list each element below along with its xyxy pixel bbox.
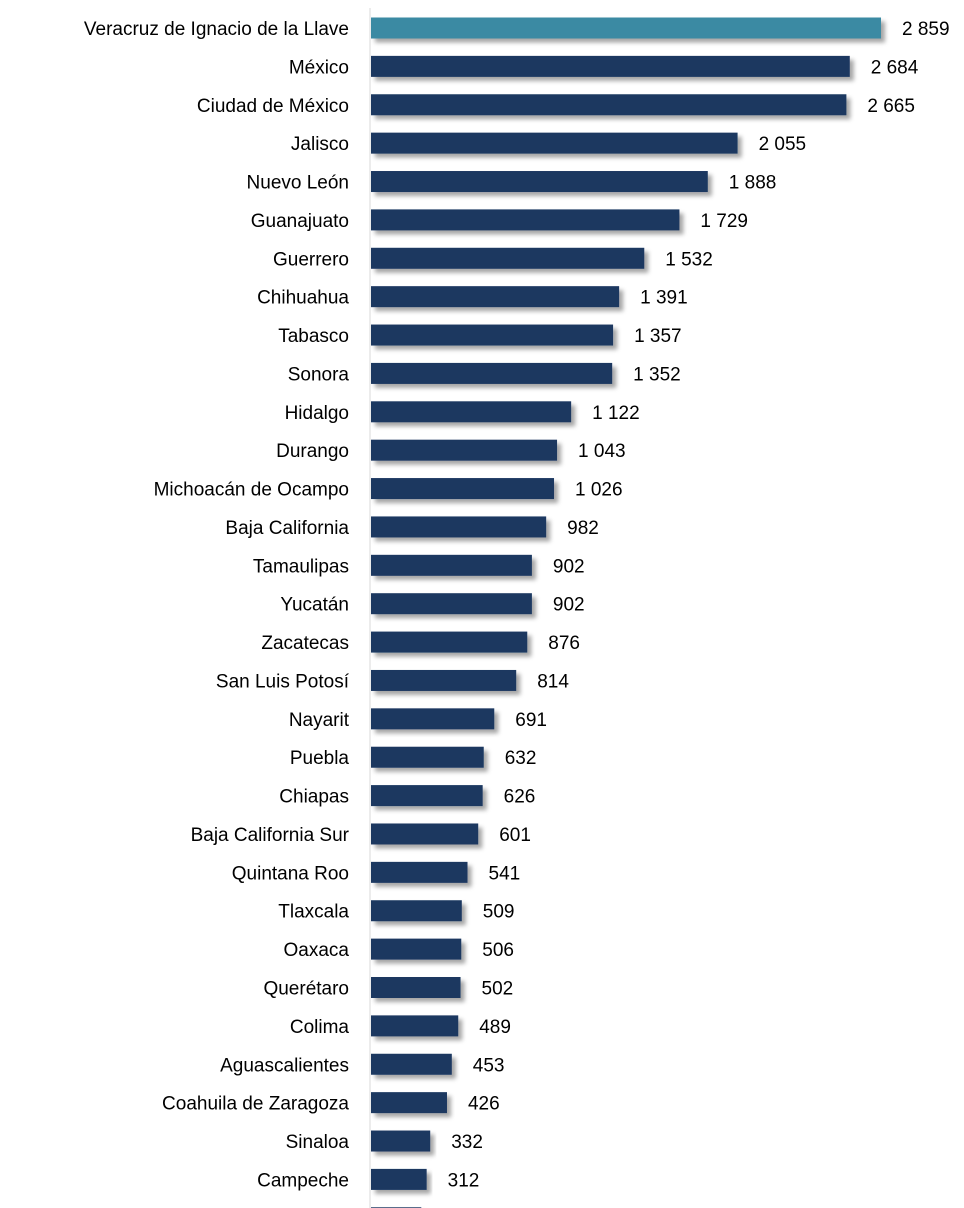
bar <box>371 132 738 154</box>
bar <box>371 1092 447 1114</box>
category-label: Durango <box>276 441 349 462</box>
value-label: 312 <box>448 1170 480 1191</box>
value-label: 1 729 <box>700 211 748 232</box>
category-label: Nuevo León <box>247 173 349 194</box>
value-label: 691 <box>515 710 547 731</box>
category-label: Aguascalientes <box>220 1055 349 1076</box>
bar <box>371 478 555 500</box>
category-label: Oaxaca <box>284 940 350 961</box>
category-label: Yucatán <box>280 595 349 616</box>
category-label: Colima <box>290 1017 350 1038</box>
category-label: Quintana Roo <box>232 863 349 884</box>
category-label: Jalisco <box>291 134 349 155</box>
value-label: 632 <box>505 748 537 769</box>
bar <box>371 861 468 883</box>
bar <box>371 1168 427 1190</box>
bar <box>371 823 479 845</box>
category-label: Querétaro <box>263 979 349 1000</box>
value-labels-group: 2 859 2 684 2 665 2 055 1 888 1 729 1 532 1 391… <box>448 19 950 1191</box>
bar <box>371 401 572 423</box>
value-label: 601 <box>499 825 531 846</box>
value-label: 1 532 <box>665 249 713 270</box>
bar <box>371 439 558 461</box>
bar <box>371 247 645 269</box>
bar <box>371 977 461 998</box>
value-label: 814 <box>537 671 569 692</box>
category-label: Hidalgo <box>285 403 349 424</box>
bar <box>371 286 620 308</box>
bar <box>371 516 547 538</box>
bar <box>371 900 462 922</box>
bars-group <box>371 17 881 1208</box>
category-label: México <box>289 57 349 78</box>
bar <box>371 209 680 231</box>
value-label: 332 <box>451 1132 483 1153</box>
value-label: 1 357 <box>634 326 682 347</box>
value-label: 1 888 <box>729 173 777 194</box>
value-label: 2 055 <box>759 134 807 155</box>
bar <box>371 746 484 768</box>
category-label: Chiapas <box>279 787 349 808</box>
value-label: 509 <box>483 902 515 923</box>
category-label: Puebla <box>290 748 350 769</box>
category-label: Chihuahua <box>257 288 349 309</box>
value-label: 1 391 <box>640 288 688 309</box>
value-label: 506 <box>482 940 514 961</box>
category-label: Coahuila de Zaragoza <box>162 1094 349 1115</box>
value-label: 541 <box>489 863 521 884</box>
bar <box>371 1015 459 1037</box>
value-label: 426 <box>468 1094 500 1115</box>
category-label: Campeche <box>257 1170 349 1191</box>
value-label: 1 026 <box>575 480 623 501</box>
category-label: Baja California <box>225 518 349 539</box>
value-label: 502 <box>482 979 514 1000</box>
category-label: Tlaxcala <box>278 902 349 923</box>
category-label: Sinaloa <box>286 1132 350 1153</box>
value-label: 902 <box>553 556 585 577</box>
category-label: Zacatecas <box>261 633 349 654</box>
category-label: Tabasco <box>278 326 349 347</box>
category-label: Veracruz de Ignacio de la Llave <box>84 19 349 40</box>
value-label: 626 <box>504 787 536 808</box>
bar <box>371 938 462 960</box>
category-label: Sonora <box>288 364 350 385</box>
bar <box>371 324 614 346</box>
category-label: Nayarit <box>289 710 350 731</box>
category-label: Guerrero <box>273 249 349 270</box>
value-label: 489 <box>479 1017 511 1038</box>
bar <box>371 55 850 77</box>
bar <box>371 1130 431 1152</box>
category-label: Baja California Sur <box>191 825 350 846</box>
value-label: 2 859 <box>902 19 950 40</box>
bar <box>371 708 495 730</box>
category-label: Michoacán de Ocampo <box>154 480 349 501</box>
value-label: 2 684 <box>871 57 919 78</box>
category-labels-group: Veracruz de Ignacio de la Llave México Ciu… <box>84 19 350 1191</box>
category-label: Ciudad de México <box>197 96 349 117</box>
bar <box>371 785 483 807</box>
bar <box>371 17 881 39</box>
value-label: 1 122 <box>592 403 640 424</box>
bar <box>371 554 532 576</box>
category-label: San Luis Potosí <box>216 671 350 692</box>
bar <box>371 94 847 116</box>
value-label: 2 665 <box>867 96 915 117</box>
bar <box>371 362 613 384</box>
bar <box>371 171 708 193</box>
bar <box>371 669 517 691</box>
value-label: 982 <box>567 518 599 539</box>
bar <box>371 1053 452 1075</box>
value-label: 1 043 <box>578 441 626 462</box>
value-label: 902 <box>553 595 585 616</box>
bar <box>371 631 528 653</box>
value-label: 453 <box>473 1055 505 1076</box>
bar <box>371 593 532 615</box>
value-label: 1 352 <box>633 364 681 385</box>
value-label: 876 <box>548 633 580 654</box>
category-label: Guanajuato <box>251 211 349 232</box>
category-label: Tamaulipas <box>253 556 349 577</box>
